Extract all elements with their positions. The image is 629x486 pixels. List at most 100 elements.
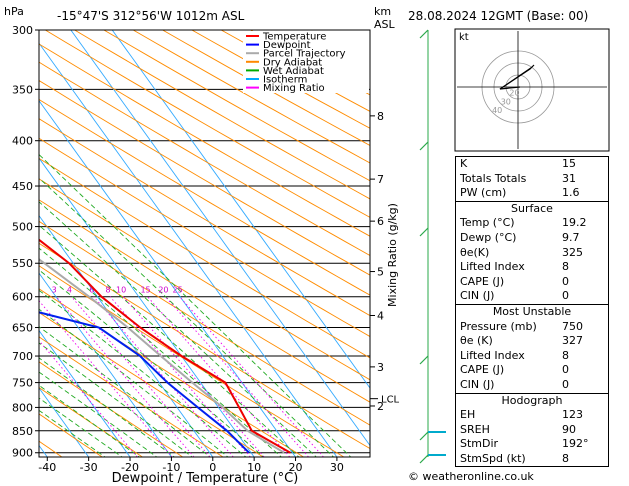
wet-adiabat	[39, 326, 211, 457]
km-tick-label: 5	[377, 266, 384, 279]
dry-adiabat	[45, 30, 370, 218]
y-tick-label: 450	[12, 180, 33, 193]
y-tick-label: 300	[12, 24, 33, 37]
wet-adiabat	[39, 153, 352, 457]
legend-entry: Dewpoint	[263, 40, 311, 51]
dry-adiabat	[39, 336, 224, 457]
legend-box	[243, 31, 369, 93]
x-axis-label: Dewpoint / Temperature (°C)	[112, 471, 299, 486]
hodo-index-label: StmSpd (kt)	[460, 451, 526, 465]
unstable-index-row: CIN (J) 0	[456, 378, 608, 393]
x-tick-label: 0	[209, 461, 216, 474]
basic-index-row: Totals Totals 31	[456, 172, 608, 187]
hodograph-ring-label: 40	[492, 106, 502, 115]
x-tick-label: 30	[330, 461, 344, 474]
unstable-index-label: Lifted Index	[460, 348, 525, 362]
surface-index-value: 0	[562, 274, 569, 288]
mixing-ratio-line	[147, 296, 291, 457]
isotherm	[39, 329, 131, 457]
wet-adiabat	[39, 247, 282, 457]
dry-adiabat	[39, 98, 370, 296]
hodograph-box: Hodograph EH 123 SREH 90 StmDir 192° StmSpd (k…	[455, 393, 609, 468]
mixing-ratio-line	[39, 339, 138, 457]
isotherm	[39, 272, 172, 457]
basic-index-value: 1.6	[562, 186, 580, 200]
basic-index-label: Totals Totals	[460, 171, 527, 185]
dry-adiabat	[103, 30, 370, 182]
hodo-index-row: SREH 90	[456, 423, 608, 438]
mixing-ratio-label: 10	[116, 286, 126, 295]
dry-adiabat	[39, 157, 370, 359]
hodo-index-label: StmDir	[460, 437, 499, 451]
y-tick-label: 750	[12, 377, 33, 390]
legend-entry: Mixing Ratio	[263, 83, 325, 94]
wind-barb	[419, 29, 429, 39]
y-tick-label: 550	[12, 257, 33, 270]
mixing-ratio-axis-label: Mixing Ratio (g/kg)	[386, 203, 399, 307]
surface-index-value: 9.7	[562, 230, 580, 244]
hodo-index-row: StmSpd (kt) 8	[456, 452, 608, 467]
surface-index-row: θe(K) 325	[456, 246, 608, 261]
km-tick-label: 2	[377, 400, 384, 413]
isotherm	[0, 30, 6, 457]
x-tick-label: -20	[121, 461, 139, 474]
km-tick-label: 7	[377, 173, 384, 186]
hodograph-title: Hodograph	[501, 393, 563, 407]
surface-index-row: Lifted Index 8	[456, 260, 608, 275]
hodograph-unit: kt	[459, 32, 469, 43]
surface-index-value: 325	[562, 245, 583, 259]
isotherm	[70, 30, 370, 447]
unstable-index-value: 0	[562, 363, 569, 377]
mixing-ratio-label: 25	[173, 286, 183, 295]
hodograph-ring-label: 20	[509, 89, 519, 98]
surface-index-label: Temp (°C)	[460, 216, 515, 230]
legend-entry: Temperature	[262, 32, 326, 43]
legend-entry: Dry Adiabat	[263, 57, 322, 68]
surface-index-value: 8	[562, 260, 569, 274]
dry-adiabat	[74, 30, 370, 200]
unstable-index-label: CIN (J)	[460, 377, 495, 391]
profile-lines	[39, 238, 291, 454]
mixing-ratio-label: 4	[67, 286, 72, 295]
wet-adiabat	[39, 177, 335, 457]
km-tick-label: 4	[377, 309, 384, 322]
isotherm	[111, 30, 370, 389]
wet-adiabat	[39, 289, 247, 457]
indices-panel: K 15 Totals Totals 31 PW (cm) 1.6 Surface Tem…	[455, 156, 609, 468]
y-tick-label: 800	[12, 401, 33, 414]
wet-adiabat	[39, 224, 300, 457]
mixing-ratio-label: 6	[89, 286, 94, 295]
dry-adiabat	[39, 137, 370, 338]
basic-index-value: 31	[562, 171, 576, 185]
basic-index-label: K	[460, 157, 468, 170]
mixing-ratio-label: 20	[158, 286, 168, 295]
unstable-title: Most Unstable	[492, 304, 572, 318]
legend-entry: Parcel Trajectory	[263, 49, 346, 60]
unstable-index-value: 0	[562, 377, 569, 391]
km-tick-label: 8	[377, 110, 384, 123]
x-tick-label: 20	[289, 461, 303, 474]
isotherm	[39, 42, 338, 457]
surface-index-value: 19.2	[562, 216, 587, 230]
unstable-index-value: 327	[562, 334, 583, 348]
surface-box: Surface Temp (°C) 19.2 Dewp (°C) 9.7 θe(K) 32…	[455, 201, 609, 305]
mixing-ratio-line	[165, 296, 309, 457]
km-tick-label: 6	[377, 215, 384, 228]
y-tick-label: 850	[12, 425, 33, 438]
surface-index-label: Lifted Index	[460, 260, 525, 274]
location-title: -15°47'S 312°56'W 1012m ASL	[57, 9, 245, 23]
surface-title: Surface	[511, 201, 553, 215]
dry-adiabat	[132, 30, 370, 164]
mixing-ratio-line	[179, 296, 324, 457]
x-tick-label: -10	[162, 461, 180, 474]
mixing-ratio-line	[122, 296, 265, 457]
hodo-index-label: SREH	[460, 422, 490, 436]
hodo-index-value: 8	[562, 451, 569, 465]
dry-adiabat	[39, 288, 304, 457]
dry-adiabat	[39, 178, 370, 381]
hodograph-ring-label: 30	[501, 97, 511, 106]
dewpoint-line	[39, 311, 250, 454]
legend-entry: Isotherm	[263, 75, 307, 86]
unstable-index-value: 8	[562, 348, 569, 362]
